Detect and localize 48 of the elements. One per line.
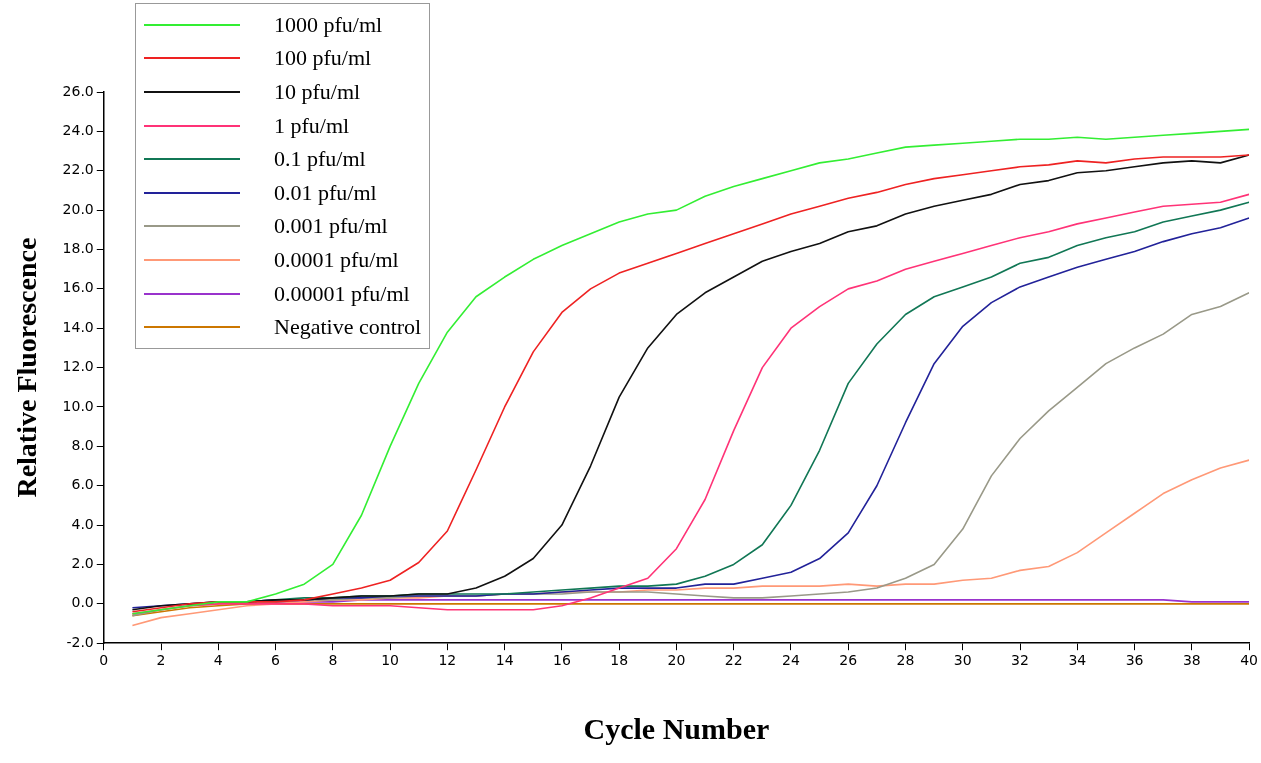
legend-label: 10 pfu/ml: [274, 78, 361, 105]
y-tick-label: 18.0: [62, 240, 94, 257]
x-tick-label: 40: [1240, 652, 1259, 669]
x-tick-label: 38: [1182, 652, 1201, 669]
legend-label: 0.1 pfu/ml: [274, 146, 366, 173]
x-tick-label: 22: [724, 652, 743, 669]
y-tick-label: 0.0: [71, 594, 94, 611]
x-tick-label: 10: [381, 652, 400, 669]
x-tick-label: 30: [953, 652, 972, 669]
x-tick-label: 24: [782, 652, 800, 669]
x-tick-label: 6: [271, 652, 281, 669]
legend-label: Negative control: [274, 314, 422, 341]
legend-label: 0.01 pfu/ml: [274, 179, 377, 206]
y-tick-label: 14.0: [62, 318, 94, 335]
x-tick-label: 36: [1125, 652, 1144, 669]
x-tick-label: 14: [495, 652, 514, 669]
legend-label: 1 pfu/ml: [274, 112, 350, 139]
x-axis-title: Cycle Number: [583, 711, 770, 745]
y-tick-label: 6.0: [71, 476, 94, 493]
y-tick-label: 22.0: [62, 161, 94, 178]
y-axis-title: Relative Fluorescence: [11, 237, 43, 498]
y-tick-label: 12.0: [62, 358, 94, 375]
x-tick-label: 18: [610, 652, 629, 669]
x-tick-label: 8: [328, 652, 338, 669]
y-tick-label: 26.0: [62, 82, 94, 99]
y-tick-label: 24.0: [62, 122, 94, 139]
legend-label: 0.00001 pfu/ml: [274, 280, 410, 307]
y-tick-label: 20.0: [62, 200, 94, 217]
x-tick-label: 12: [438, 652, 457, 669]
x-tick-label: 2: [156, 652, 166, 669]
legend-label: 100 pfu/ml: [274, 45, 372, 72]
x-tick-label: 0: [99, 652, 109, 669]
y-tick-label: 4.0: [71, 515, 94, 532]
legend-label: 1000 pfu/ml: [274, 11, 383, 38]
y-tick-label: 2.0: [71, 555, 94, 572]
x-tick-label: 26: [839, 652, 858, 669]
legend-label: 0.0001 pfu/ml: [274, 246, 399, 273]
x-tick-label: 4: [213, 652, 223, 669]
x-tick-label: 32: [1011, 652, 1029, 669]
y-tick-label: 8.0: [71, 436, 94, 453]
y-tick-label: 16.0: [62, 279, 94, 296]
x-tick-label: 28: [896, 652, 915, 669]
y-tick-label: 10.0: [62, 397, 94, 414]
legend-label: 0.001 pfu/ml: [274, 213, 388, 240]
y-tick-label: -2.0: [66, 633, 94, 650]
x-tick-label: 34: [1068, 652, 1087, 669]
x-tick-label: 16: [552, 652, 571, 669]
x-tick-label: 20: [667, 652, 686, 669]
